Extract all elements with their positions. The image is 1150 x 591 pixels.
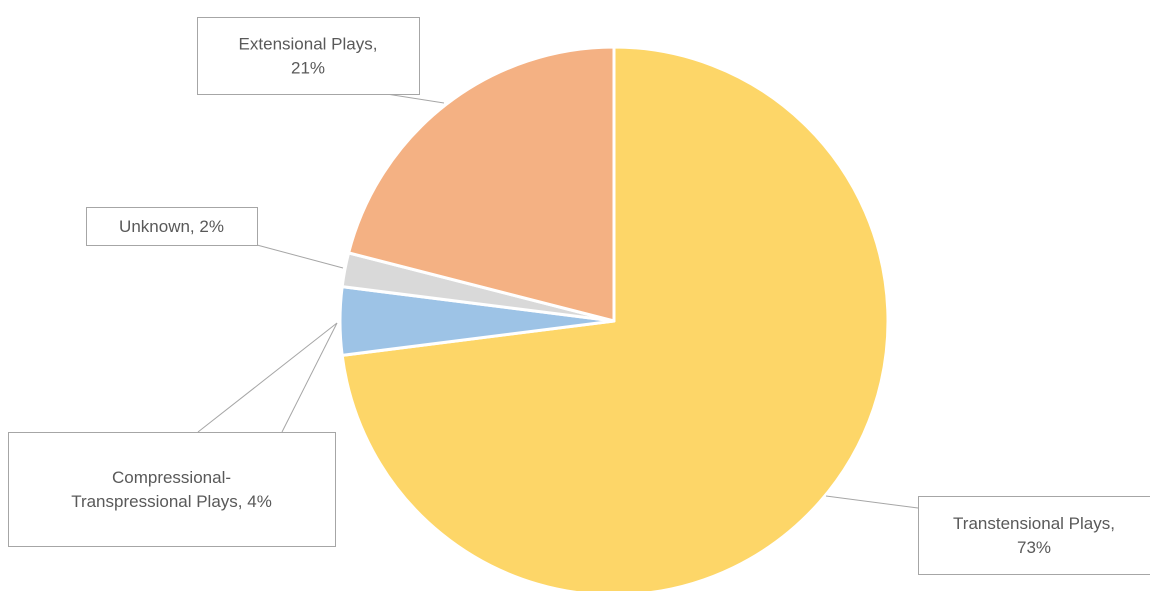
- callout-box-unknown: [86, 207, 258, 246]
- leader-line-unknown: [256, 244, 344, 269]
- data-label-transtensional-plays-line-1: Transtensional Plays,: [953, 514, 1115, 533]
- callout-box-extensional-plays: [197, 17, 420, 95]
- callout-box-compressional-transpressional-plays: [8, 432, 336, 547]
- data-label-unknown-line-1: Unknown, 2%: [119, 217, 224, 236]
- data-label-compressional-transpressional-plays-line-2: Transpressional Plays, 4%: [71, 492, 272, 511]
- callout-box-transtensional-plays: [918, 496, 1150, 575]
- data-label-extensional-plays-line-1: Extensional Plays,: [239, 35, 378, 54]
- pie-slice-extensional-plays: [347, 45, 616, 323]
- leader-line-compressional-transpressional-plays-2: [281, 322, 338, 433]
- pie-slices: [338, 45, 890, 591]
- leader-line-transtensional-plays: [825, 495, 919, 509]
- data-label-compressional-transpressional-plays-line-1: Compressional-: [112, 468, 231, 487]
- data-label-callouts: Transtensional Plays, 73% Compressional- Tr…: [8, 17, 1150, 575]
- leader-line-compressional-transpressional-plays: [197, 322, 338, 433]
- data-label-transtensional-plays-line-2: 73%: [1017, 538, 1051, 557]
- data-label-extensional-plays-line-2: 21%: [291, 59, 325, 78]
